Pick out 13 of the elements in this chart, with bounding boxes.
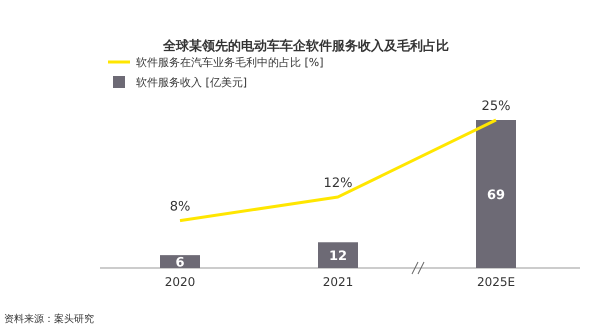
data-label: 12% bbox=[324, 176, 352, 191]
data-label: 8% bbox=[170, 200, 190, 215]
data-label: 6 bbox=[175, 256, 185, 271]
legend-label: 软件服务收入 [亿美元] bbox=[136, 76, 248, 89]
chart-title: 全球某领先的电动车车企软件服务收入及毛利占比 bbox=[162, 38, 449, 54]
data-label: 12 bbox=[328, 249, 348, 264]
x-tick-label: 2025E bbox=[476, 275, 516, 289]
x-tick-label: 2021 bbox=[322, 275, 354, 289]
data-label: 25% bbox=[482, 99, 510, 114]
legend-label: 软件服务在汽车业务毛利中的占比 [%] bbox=[136, 56, 324, 69]
data-label: 69 bbox=[486, 188, 506, 203]
x-tick-label: 2020 bbox=[164, 275, 196, 289]
text: 资料来源：案头研究 bbox=[4, 313, 94, 325]
